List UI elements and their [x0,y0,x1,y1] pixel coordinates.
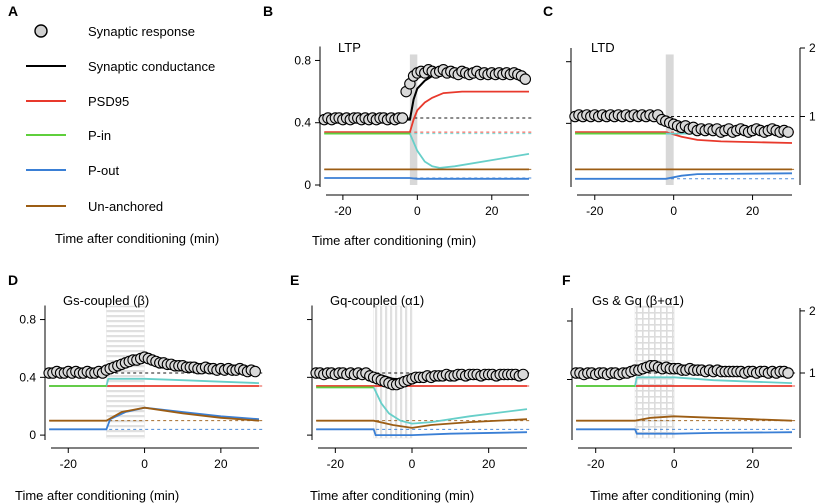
chart-panel-gs-gq: F Gs & Gq (β+α1) 1 2 -20 0 20 Time after condit… [562,272,816,503]
panel-label-c: C [543,3,553,19]
x-tick-label: 0 [670,204,677,218]
chart-title: LTP [338,40,361,55]
x-tick-label: -20 [586,204,604,218]
x-axis-label: Time after conditioning (min) [15,488,179,503]
series-line-p-out [324,177,529,180]
right-tick-label: 2 [809,304,816,318]
x-tick-label: 0 [414,204,421,218]
series-line-p-out [575,172,793,180]
chart-title: Gs & Gq (β+α1) [592,293,684,308]
synaptic-response-point [782,126,794,138]
legend-xlabel: Time after conditioning (min) [55,231,219,246]
chart-panel-ltp: B LTP 0 0.4 0.8 -20 0 20 Time after conditioning… [263,3,533,248]
panel-label-b: B [263,3,273,19]
synaptic-response-point [396,112,409,124]
chart-title: Gq-coupled (α1) [330,293,424,308]
synaptic-response-point [782,367,794,379]
chart-title: LTD [591,40,615,55]
legend-label-5: Un-anchored [88,199,163,214]
legend-panel: A Synaptic response Synaptic conductance P… [8,3,219,246]
x-tick-label: 0 [141,457,148,471]
series-line-p-in [324,132,530,169]
series-line-un-anchored [316,418,528,429]
y-tick-label: 0.8 [294,53,311,67]
chart-panel-gq: E Gq-coupled (α1) -20 0 20 Time after conditi… [290,272,531,503]
x-tick-label: 20 [746,457,760,471]
series-line-psd95 [324,90,529,133]
y-tick-label: 0.4 [294,116,311,130]
x-tick-label: 0 [671,457,678,471]
series-line-p-out [576,428,793,435]
y-tick-label: 0.4 [19,370,36,384]
panel-label-d: D [8,272,18,288]
chart-title: Gs-coupled (β) [63,293,149,308]
right-tick-label: 2 [809,41,816,55]
y-tick-label: 0.8 [19,313,36,327]
x-tick-label: 20 [482,457,496,471]
chart-panel-ltd: C LTD 1 2 -20 0 20 [543,3,816,218]
panel-label-f: F [562,272,571,288]
x-tick-label: -20 [334,204,352,218]
x-tick-label: -20 [60,457,78,471]
right-tick-label: 1 [809,366,816,380]
series-line-p-out [316,428,528,436]
x-axis-label: Time after conditioning (min) [310,488,474,503]
x-axis-label: Time after conditioning (min) [590,488,754,503]
legend-label-3: P-in [88,128,111,143]
series-line-psd95 [575,131,793,144]
right-tick-label: 1 [809,110,816,124]
synaptic-response-point [249,365,261,378]
y-tick-label: 0 [304,178,311,192]
legend-marker-synaptic-response [34,24,48,38]
panel-label-e: E [290,272,299,288]
legend-label-2: PSD95 [88,94,129,109]
x-tick-label: 20 [214,457,228,471]
synaptic-response-point [517,368,529,381]
legend-label-0: Synaptic response [88,24,195,39]
panel-label-a: A [8,3,18,19]
x-tick-label: 0 [409,457,416,471]
series-line-un-anchored [49,406,260,422]
legend-label-4: P-out [88,163,119,178]
x-tick-label: -20 [587,457,605,471]
series-line-p-in [49,377,260,387]
x-tick-label: 20 [485,204,499,218]
chart-panel-gs: D Gs-coupled (β) 0 0.4 0.8 -20 0 20 Time after c… [8,272,263,503]
series-line-un-anchored [576,415,793,422]
x-tick-label: 20 [746,204,760,218]
x-axis-label: Time after conditioning (min) [312,233,476,248]
x-tick-label: -20 [327,457,345,471]
synaptic-response-point [519,73,532,85]
legend-label-1: Synaptic conductance [88,59,215,74]
series-line-p-in [316,386,528,425]
y-tick-label: 0 [29,428,36,442]
stimulus-shading [373,305,413,439]
